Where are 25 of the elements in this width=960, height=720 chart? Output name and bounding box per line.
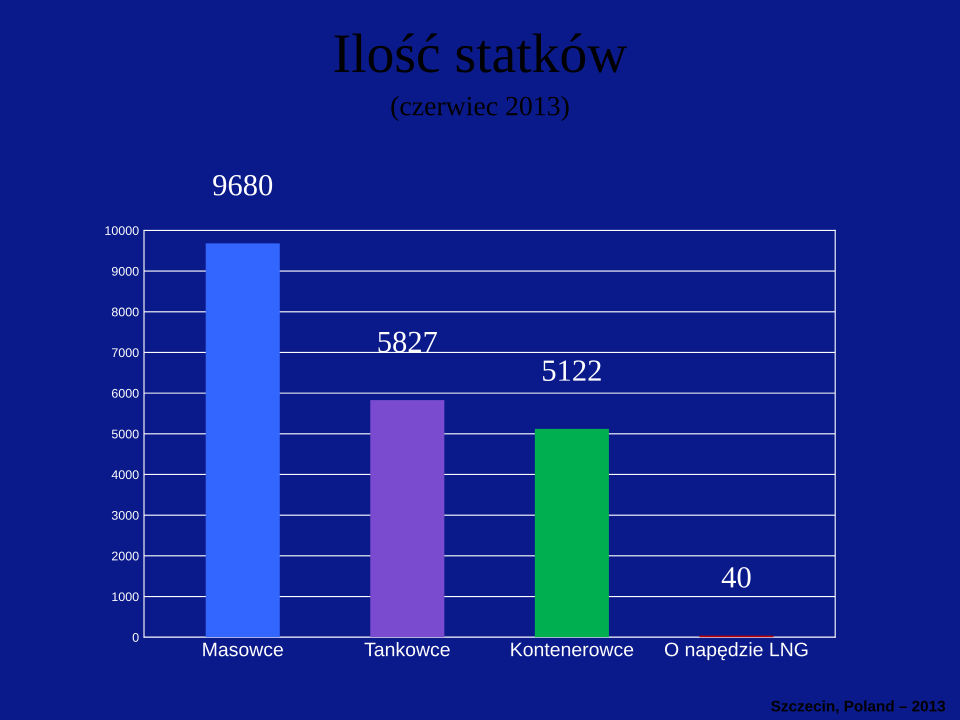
y-tick-label: 3000 <box>112 510 139 520</box>
y-tick-label: 7000 <box>112 348 139 358</box>
bar <box>534 428 609 638</box>
x-tick-label: Tankowce <box>364 642 450 656</box>
data-label: 5827 <box>378 332 437 352</box>
data-label: 9680 <box>213 174 272 196</box>
y-tick-label: 6000 <box>112 388 139 398</box>
y-tick-label: 1000 <box>112 592 139 602</box>
y-tick-label: 0 <box>132 633 139 642</box>
y-tick-label: 5000 <box>112 430 139 438</box>
x-tick-label: Kontenerowce <box>511 642 634 656</box>
x-tick-label: O napędzie LNG <box>664 642 808 660</box>
text: Szczecin, Poland – 2013 <box>771 700 946 714</box>
y-tick-label: 4000 <box>112 470 139 480</box>
data-label: 5122 <box>543 360 601 381</box>
y-tick-label: 8000 <box>112 308 139 316</box>
x-tick-label: Masowce <box>203 642 283 656</box>
bar <box>206 243 280 638</box>
data-label: 40 <box>722 567 751 588</box>
y-tick-label: 9000 <box>112 266 139 276</box>
bar <box>370 400 444 638</box>
y-tick-label: 2000 <box>112 552 139 560</box>
y-tick-label: 10000 <box>105 226 139 236</box>
chart-subtitle: (czerwiec 2013) <box>391 96 569 122</box>
chart-title: Ilość statków <box>334 33 628 73</box>
